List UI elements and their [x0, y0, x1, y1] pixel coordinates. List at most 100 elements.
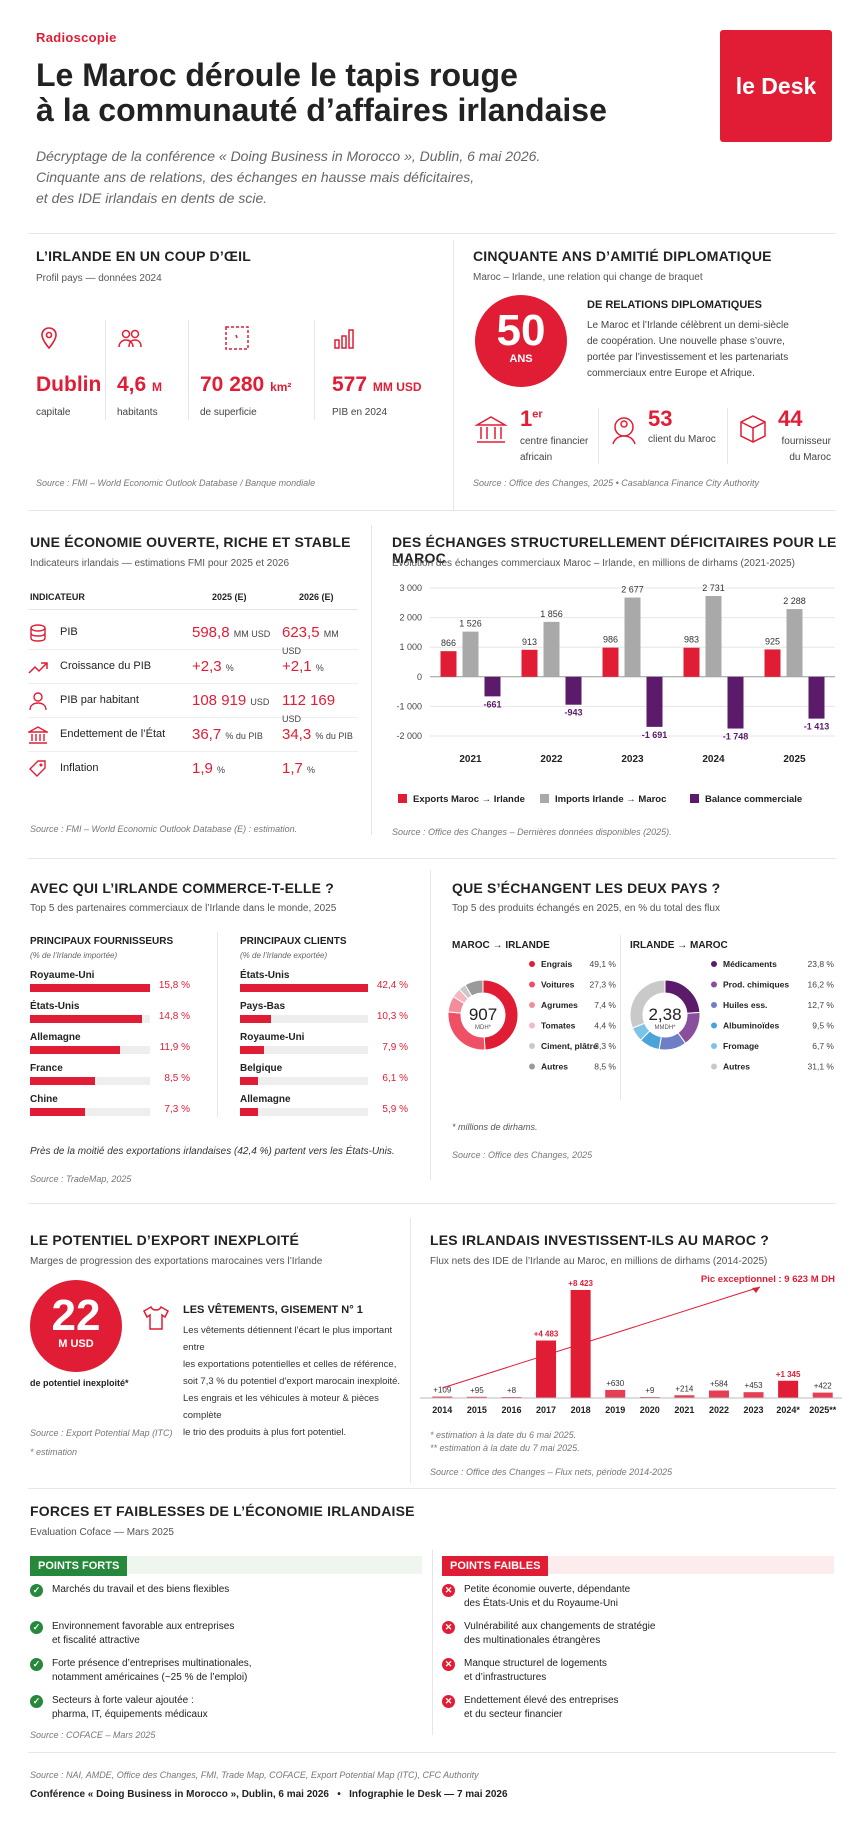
bar-track [240, 1077, 368, 1085]
divider [28, 609, 358, 610]
subtitle-line-1: Décryptage de la conférence « Doing Busi… [36, 148, 541, 164]
donut-legend-value: 6,7 % [812, 1041, 834, 1051]
swot-item-text: Petite économie ouverte, dépendante des É… [464, 1584, 631, 1609]
suppliers-bar-list: Royaume-Uni 15,8 % États-Unis 14,8 % Allemag… [30, 970, 190, 1125]
diplomacy-text-line: portée par l’investissement et les parte… [587, 352, 789, 363]
swot-item-text: Forte présence d’entreprises multination… [52, 1658, 252, 1683]
bar-fill [30, 1046, 121, 1054]
legend-dot [711, 961, 717, 967]
donut-legend-value: 3,3 % [594, 1041, 616, 1051]
fdi-x-tick-label: 2023 [744, 1405, 764, 1415]
box-icon [740, 415, 766, 443]
legend-swatch [540, 794, 549, 803]
partner-name: Royaume-Uni [240, 1032, 305, 1043]
bar-track [240, 1046, 368, 1054]
stat-rank: 1er [520, 406, 543, 432]
trend-up-icon [28, 662, 48, 674]
divider [28, 1752, 836, 1753]
divider [28, 858, 836, 859]
table-row: Endettement de l’État 36,7 % du PIB 34,3… [28, 719, 358, 752]
legend-dot [711, 981, 717, 988]
potential-note: * estimation [30, 1447, 78, 1457]
partners-subtitle: Top 5 des partenaires commerciaux de l’I… [30, 903, 337, 914]
divider [217, 932, 218, 1117]
area-label: de superficie [200, 407, 257, 418]
bar-2-2021 [484, 676, 501, 697]
legend-swatch [690, 794, 699, 803]
data-label: 2 731 [702, 583, 725, 593]
donut-legend-value: 27,3 % [590, 980, 617, 990]
divider [105, 320, 106, 420]
bar-track [240, 1108, 368, 1116]
donut-legend-value: 8,5 % [594, 1062, 616, 1072]
footer-credit: Conférence « Doing Business in Morocco »… [30, 1789, 508, 1800]
partner-row: Royaume-Uni 7,9 % [240, 1032, 408, 1063]
stat-label-line: du Maroc [789, 452, 831, 463]
check-icon: ✓ [30, 1621, 43, 1634]
le-desk-logo[interactable]: le Desk [720, 30, 832, 142]
title-line-2: à la communauté d’affaires irlandaise [36, 92, 607, 128]
donut-legend-label: Ciment, plâtre [541, 1041, 598, 1051]
swot-item: ✓ Secteurs à forte valeur ajoutée : pharma… [30, 1694, 410, 1731]
fdi-x-tick-label: 2024* [776, 1405, 800, 1415]
stat-client-value: 53 [648, 406, 673, 431]
donut-legend-label: Autres [541, 1062, 568, 1072]
badge-value: 50 [496, 306, 546, 355]
legend-label: Balance commerciale [705, 794, 802, 805]
data-label: 2 677 [621, 585, 644, 595]
donut-legend-label: Albuminoïdes [723, 1021, 779, 1031]
location-pin-icon [41, 327, 57, 350]
value-2026: 112 169 [282, 692, 336, 709]
economy-title: UNE ÉCONOMIE OUVERTE, RICHE ET STABLE [30, 534, 351, 550]
fdi-bar-2023 [743, 1392, 764, 1398]
fdi-data-label: +8 423 [568, 1279, 593, 1288]
divider [28, 233, 836, 234]
fdi-data-label: +109 [433, 1386, 452, 1395]
x-tick-label: 2021 [459, 754, 482, 765]
donut-legend-label: Fromage [723, 1041, 759, 1051]
unit-2026: % du PIB [315, 731, 353, 741]
data-label: 983 [684, 635, 699, 645]
fdi-bar-2025** [812, 1392, 833, 1398]
x-tick-label: 2023 [621, 754, 644, 765]
bar-track [240, 984, 368, 992]
client-icon [612, 417, 636, 445]
data-label: -1 748 [723, 732, 749, 742]
unit-2025: % [225, 663, 234, 673]
diplomacy-text-line: Le Maroc et l’Irlande célèbrent un demi-… [587, 320, 789, 331]
fdi-note-1: * estimation à la date du 6 mai 2025. [430, 1430, 577, 1440]
divider [432, 1550, 433, 1735]
profile-subtitle: Profil pays — données 2024 [36, 273, 162, 284]
data-label: -1 691 [642, 730, 668, 740]
potential-badge-value: 22 [51, 1291, 101, 1340]
donut-legend-value: 4,4 % [594, 1021, 616, 1031]
swot-source: Source : COFACE – Mars 2025 [30, 1730, 156, 1740]
partner-row: Belgique 6,1 % [240, 1063, 408, 1094]
value-2025: 108 919 [192, 692, 247, 709]
diplomacy-heading: DE RELATIONS DIPLOMATIQUES [587, 299, 762, 311]
bar-value: 15,8 % [158, 980, 190, 991]
bar-value: 42,4 % [376, 980, 408, 991]
y-tick-label: 3 000 [399, 583, 422, 593]
donut-legend-value: 7,4 % [594, 1000, 616, 1010]
products-note: * millions de dirhams. [452, 1122, 538, 1132]
bar-value: 7,3 % [164, 1104, 190, 1115]
fdi-data-label: +214 [675, 1384, 694, 1393]
government-icon [28, 726, 48, 744]
donut-legend-label: Voitures [541, 980, 575, 990]
y-tick-label: 1 000 [399, 642, 422, 652]
potential-text-line: soit 7,3 % du potentiel d’export marocai… [183, 1376, 401, 1387]
coins-icon [30, 624, 46, 642]
row-label: Inflation [60, 762, 99, 774]
gdp-unit: MM USD [372, 380, 422, 394]
check-icon: ✓ [30, 1695, 43, 1708]
fdi-data-label: +422 [814, 1382, 833, 1391]
unit-2025: % [217, 765, 226, 775]
data-label: 866 [441, 638, 456, 648]
col-indicator: INDICATEUR [30, 592, 85, 602]
suppliers-title: PRINCIPAUX FOURNISSEURS [30, 936, 174, 947]
clients-title: PRINCIPAUX CLIENTS [240, 936, 347, 947]
bar-1-2024 [705, 595, 722, 677]
bar-1-2023 [624, 597, 641, 677]
bar-0-2025 [764, 649, 781, 677]
